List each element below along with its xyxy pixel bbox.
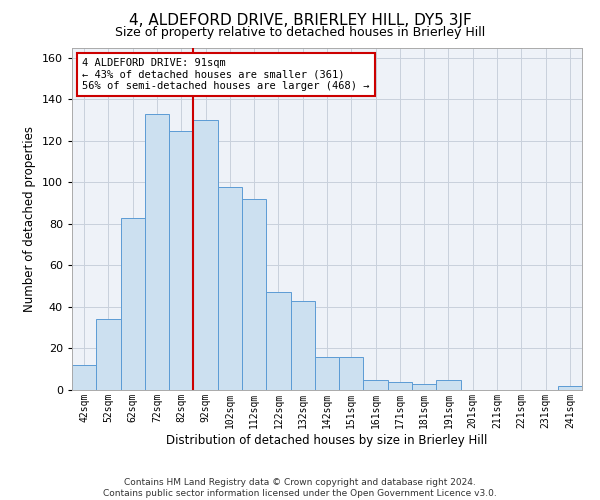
Bar [315, 357, 339, 390]
Bar [558, 386, 582, 390]
Text: 4 ALDEFORD DRIVE: 91sqm
← 43% of detached houses are smaller (361)
56% of semi-d: 4 ALDEFORD DRIVE: 91sqm ← 43% of detache… [82, 58, 370, 91]
Bar [72, 365, 96, 390]
Bar [242, 199, 266, 390]
Text: 4, ALDEFORD DRIVE, BRIERLEY HILL, DY5 3JF: 4, ALDEFORD DRIVE, BRIERLEY HILL, DY5 3J… [128, 12, 472, 28]
Bar [145, 114, 169, 390]
Text: Contains HM Land Registry data © Crown copyright and database right 2024.
Contai: Contains HM Land Registry data © Crown c… [103, 478, 497, 498]
Text: Size of property relative to detached houses in Brierley Hill: Size of property relative to detached ho… [115, 26, 485, 39]
Bar [339, 357, 364, 390]
Bar [388, 382, 412, 390]
Bar [364, 380, 388, 390]
Bar [266, 292, 290, 390]
Bar [218, 186, 242, 390]
Bar [193, 120, 218, 390]
X-axis label: Distribution of detached houses by size in Brierley Hill: Distribution of detached houses by size … [166, 434, 488, 446]
Bar [412, 384, 436, 390]
Bar [436, 380, 461, 390]
Y-axis label: Number of detached properties: Number of detached properties [23, 126, 36, 312]
Bar [121, 218, 145, 390]
Bar [96, 320, 121, 390]
Bar [290, 300, 315, 390]
Bar [169, 130, 193, 390]
